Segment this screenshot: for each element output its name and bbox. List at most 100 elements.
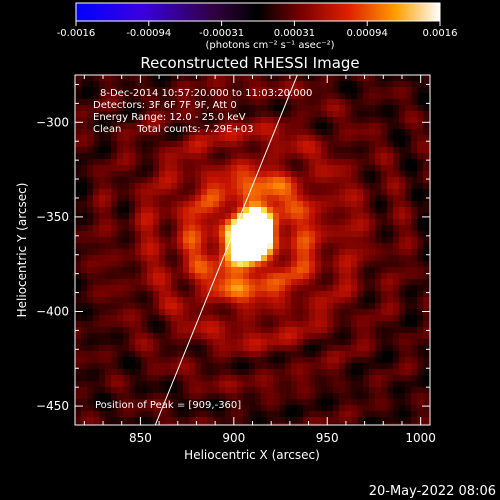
heatmap-cell xyxy=(255,357,262,364)
heatmap-cell xyxy=(159,105,166,112)
heatmap-cell xyxy=(177,225,184,232)
heatmap-cell xyxy=(291,231,298,238)
heatmap-cell xyxy=(117,303,124,310)
heatmap-cell xyxy=(99,105,106,112)
heatmap-cell xyxy=(93,165,100,172)
heatmap-cell xyxy=(111,303,118,310)
heatmap-cell xyxy=(321,387,328,394)
heatmap-cell xyxy=(219,333,226,340)
heatmap-cell xyxy=(201,387,208,394)
heatmap-cell xyxy=(381,303,388,310)
heatmap-cell xyxy=(105,255,112,262)
heatmap-cell xyxy=(105,243,112,250)
heatmap-cell xyxy=(231,141,238,148)
heatmap-cell xyxy=(189,93,196,100)
heatmap-cell xyxy=(345,165,352,172)
heatmap-cell xyxy=(123,207,130,214)
heatmap-cell xyxy=(273,81,280,88)
heatmap-cell xyxy=(375,219,382,226)
heatmap-cell xyxy=(249,327,256,334)
heatmap-cell xyxy=(399,369,406,376)
heatmap-cell xyxy=(81,405,88,412)
heatmap-cell xyxy=(147,105,154,112)
heatmap-cell xyxy=(123,399,130,406)
heatmap-cell xyxy=(279,117,286,124)
heatmap-cell xyxy=(219,405,226,412)
heatmap-cell xyxy=(399,297,406,304)
heatmap-cell xyxy=(225,387,232,394)
heatmap-cell xyxy=(129,129,136,136)
heatmap-cell xyxy=(123,201,130,208)
heatmap-cell xyxy=(99,363,106,370)
heatmap-cell xyxy=(357,81,364,88)
heatmap-cell xyxy=(243,309,250,316)
heatmap-cell xyxy=(267,405,274,412)
heatmap-cell xyxy=(369,231,376,238)
heatmap-cell xyxy=(75,321,82,328)
heatmap-cell xyxy=(129,117,136,124)
heatmap-cell xyxy=(333,333,340,340)
heatmap-cell xyxy=(225,309,232,316)
heatmap-cell xyxy=(285,177,292,184)
heatmap-cell xyxy=(105,285,112,292)
heatmap-cell xyxy=(381,243,388,250)
heatmap-cell xyxy=(153,237,160,244)
heatmap-cell xyxy=(129,411,136,418)
heatmap-cell xyxy=(213,279,220,286)
heatmap-cell xyxy=(99,273,106,280)
heatmap-cell xyxy=(141,381,148,388)
heatmap-cell xyxy=(147,357,154,364)
heatmap-cell xyxy=(87,75,94,82)
heatmap-cell xyxy=(375,99,382,106)
heatmap-cell xyxy=(105,387,112,394)
heatmap-cell xyxy=(261,129,268,136)
heatmap-cell xyxy=(315,225,322,232)
heatmap-cell xyxy=(393,117,400,124)
heatmap-cell xyxy=(339,147,346,154)
heatmap-cell xyxy=(93,141,100,148)
heatmap-cell xyxy=(75,315,82,322)
heatmap-cell xyxy=(363,261,370,268)
heatmap-cell xyxy=(243,129,250,136)
heatmap-cell xyxy=(225,141,232,148)
heatmap-cell xyxy=(321,171,328,178)
heatmap-cell xyxy=(207,183,214,190)
heatmap-cell xyxy=(129,189,136,196)
heatmap-cell xyxy=(153,99,160,106)
heatmap-cell xyxy=(123,189,130,196)
heatmap-cell xyxy=(411,369,418,376)
heatmap-cell xyxy=(165,207,172,214)
heatmap-cell xyxy=(267,105,274,112)
heatmap-cell xyxy=(321,75,328,82)
heatmap-cell xyxy=(285,327,292,334)
heatmap-cell xyxy=(315,99,322,106)
heatmap-cell xyxy=(147,339,154,346)
heatmap-cell xyxy=(405,285,412,292)
heatmap-cell xyxy=(147,177,154,184)
heatmap-cell xyxy=(387,231,394,238)
heatmap-cell xyxy=(321,195,328,202)
heatmap-cell xyxy=(345,285,352,292)
heatmap-cell xyxy=(267,339,274,346)
heatmap-cell xyxy=(207,249,214,256)
heatmap-cell xyxy=(279,159,286,166)
heatmap-cell xyxy=(177,315,184,322)
heatmap-cell xyxy=(153,297,160,304)
heatmap-cell xyxy=(87,285,94,292)
heatmap-cell xyxy=(165,273,172,280)
heatmap-cell xyxy=(129,105,136,112)
heatmap-cell xyxy=(225,327,232,334)
heatmap-cell xyxy=(201,219,208,226)
heatmap-cell xyxy=(327,393,334,400)
heatmap-cell xyxy=(237,141,244,148)
heatmap-cell xyxy=(159,213,166,220)
heatmap-cell xyxy=(369,345,376,352)
heatmap-cell xyxy=(105,117,112,124)
heatmap-cell xyxy=(291,123,298,130)
heatmap-cell xyxy=(159,201,166,208)
heatmap-cell xyxy=(393,237,400,244)
heatmap-cell xyxy=(315,279,322,286)
heatmap-cell xyxy=(387,123,394,130)
heatmap-cell xyxy=(357,231,364,238)
heatmap-cell xyxy=(189,231,196,238)
